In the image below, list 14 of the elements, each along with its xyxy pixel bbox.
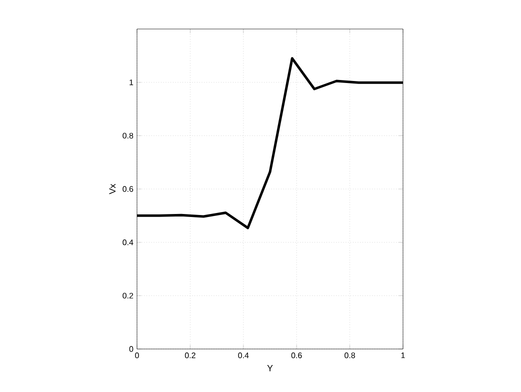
x-axis-title: Y (267, 365, 273, 372)
x-tick-label: 0.6 (291, 352, 302, 358)
y-tick-label: 0.2 (122, 292, 134, 298)
x-tick-label: 0.8 (344, 352, 356, 358)
y-tick-label: 0.4 (122, 240, 134, 246)
y-tick-label: 0.6 (122, 186, 134, 192)
x-tick-label: 0 (135, 352, 139, 358)
x-tick-label: 0.2 (184, 352, 196, 358)
x-tick-label: 0.4 (238, 352, 249, 358)
x-tick-label: 1 (401, 352, 405, 358)
y-axis-title: Vx (109, 184, 116, 194)
y-tick-label: 1 (130, 80, 134, 86)
y-tick-label: 0 (129, 346, 134, 352)
y-tick-label: 0.8 (122, 132, 134, 138)
